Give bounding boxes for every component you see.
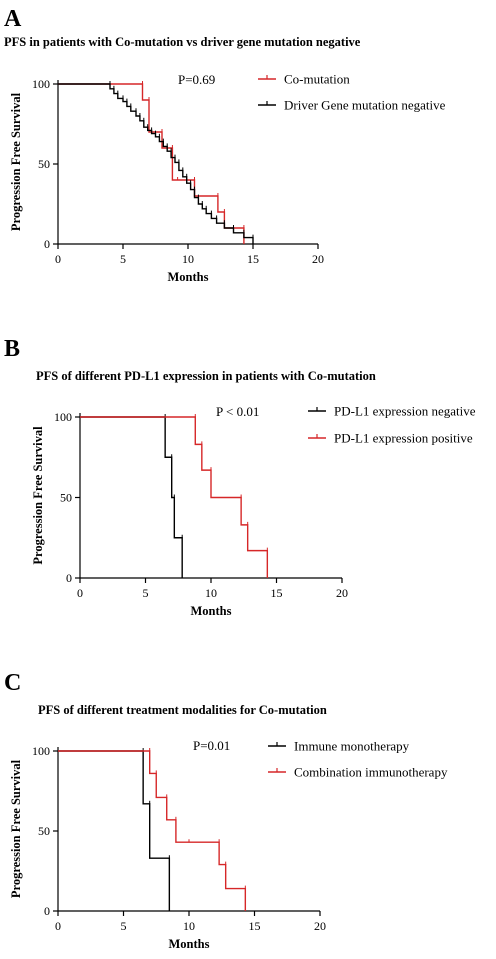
x-tick-label: 10 [183, 919, 195, 933]
legend-label: Immune monotherapy [294, 739, 410, 754]
panel-letter: C [4, 670, 21, 696]
p-value-annotation: P=0.01 [193, 738, 230, 753]
y-axis-label: Progression Free Survival [9, 92, 23, 231]
x-tick-label: 10 [205, 586, 217, 600]
x-axis-label: Months [191, 604, 232, 618]
legend-label: Co-mutation [284, 72, 350, 87]
x-tick-label: 15 [247, 252, 259, 266]
y-tick-label: 100 [32, 77, 50, 91]
y-tick-label: 50 [60, 491, 72, 505]
chart-title: PFS of different treatment modalities fo… [38, 703, 327, 717]
y-tick-label: 50 [38, 157, 50, 171]
legend-label: Driver Gene mutation negative [284, 98, 446, 113]
p-value-annotation: P < 0.01 [216, 404, 259, 419]
y-tick-label: 50 [38, 824, 50, 838]
y-axis-label: Progression Free Survival [9, 759, 23, 898]
x-tick-label: 20 [312, 252, 324, 266]
series-line-1 [58, 83, 245, 244]
km-panel-a: A PFS in patients with Co-mutation vs dri… [4, 6, 446, 284]
x-tick-label: 15 [249, 919, 261, 933]
x-tick-label: 5 [143, 586, 149, 600]
x-tick-label: 5 [121, 919, 127, 933]
y-tick-label: 0 [66, 571, 72, 585]
y-tick-label: 100 [54, 410, 72, 424]
x-tick-label: 0 [55, 252, 61, 266]
x-axis-label: Months [168, 270, 209, 284]
x-tick-label: 20 [336, 586, 348, 600]
series-line-1 [80, 416, 183, 578]
panel-letter: A [4, 6, 22, 32]
x-axis-label: Months [169, 937, 210, 951]
series-line-2 [80, 416, 269, 578]
km-panel-c: C PFS of different treatment modalities f… [4, 670, 448, 951]
legend-label: Combination immunotherapy [294, 765, 448, 780]
legend-label: PD-L1 expression positive [334, 431, 473, 446]
x-tick-label: 0 [77, 586, 83, 600]
x-tick-label: 15 [271, 586, 283, 600]
panel-letter: B [4, 336, 20, 362]
y-axis-label: Progression Free Survival [31, 426, 45, 565]
x-tick-label: 0 [55, 919, 61, 933]
y-tick-label: 0 [44, 237, 50, 251]
series-line-2 [58, 750, 247, 911]
km-panel-b: B PFS of different PD-L1 expression in pa… [4, 336, 476, 618]
x-tick-label: 10 [182, 252, 194, 266]
y-tick-label: 100 [32, 744, 50, 758]
legend-label: PD-L1 expression negative [334, 404, 476, 419]
chart-title: PFS of different PD-L1 expression in pat… [36, 369, 376, 383]
x-tick-label: 20 [314, 919, 326, 933]
p-value-annotation: P=0.69 [178, 72, 215, 87]
series-line-1 [58, 750, 171, 911]
y-tick-label: 0 [44, 904, 50, 918]
chart-title: PFS in patients with Co-mutation vs driv… [4, 35, 361, 49]
x-tick-label: 5 [120, 252, 126, 266]
